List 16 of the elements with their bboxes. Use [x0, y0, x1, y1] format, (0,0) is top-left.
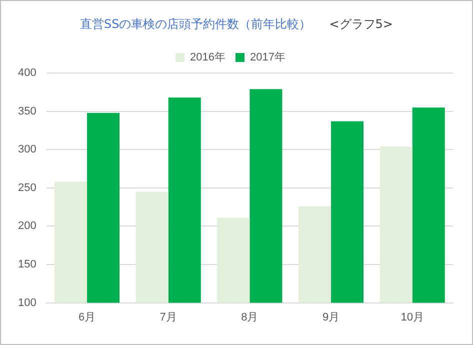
x-tick-label: 8月	[241, 311, 258, 324]
y-tick-label: 350	[18, 105, 36, 118]
y-tick-label: 100	[18, 296, 36, 309]
y-tick-label: 150	[18, 258, 36, 271]
y-tick-label: 200	[18, 220, 36, 232]
x-tick-label: 9月	[322, 311, 340, 324]
legend-label: 2017年	[250, 52, 286, 64]
x-tick-label: 6月	[78, 311, 96, 324]
y-tick-label: 250	[18, 182, 36, 194]
y-tick-label: 400	[18, 67, 36, 80]
x-tick-label: 7月	[160, 311, 177, 324]
legend-label: 2016年	[190, 52, 226, 64]
chart-subtitle: <グラフ5>	[329, 17, 393, 31]
y-tick-label: 300	[18, 144, 36, 156]
x-tick-label: 10月	[400, 311, 424, 324]
chart-title: 直営SSの車検の店頭予約件数（前年比較）	[80, 17, 312, 31]
